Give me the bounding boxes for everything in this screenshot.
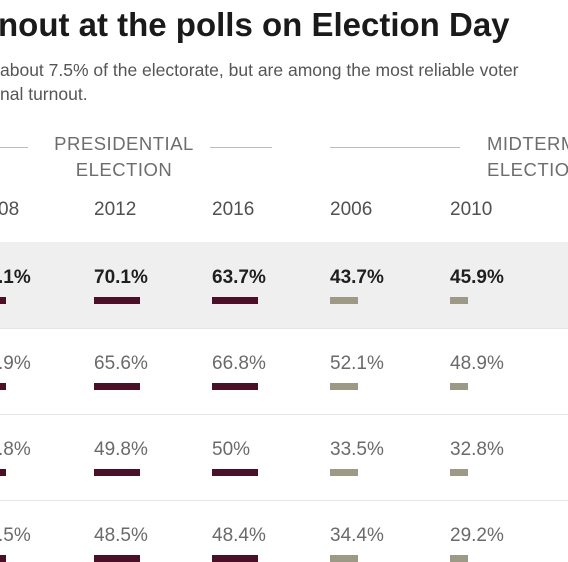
turnout-bar-r2-c0 [0, 469, 6, 476]
value-label-r2-c1: 49.8% [94, 439, 148, 460]
presidential-group-label: PRESIDENTIAL ELECTION [53, 131, 195, 183]
value-label-r3-c0: .5% [0, 525, 31, 546]
value-label-r2-c4: 32.8% [450, 439, 504, 460]
value-label-r1-c2: 66.8% [212, 353, 266, 374]
year-header-2: 2016 [212, 199, 255, 220]
row-divider [0, 328, 568, 329]
turnout-bar-r3-c3 [330, 555, 358, 562]
subtitle-line-1: about 7.5% of the electorate, but are am… [0, 60, 519, 80]
year-header-1: 2012 [94, 199, 137, 220]
turnout-bar-r0-c2 [212, 297, 258, 304]
turnout-bar-r1-c3 [330, 383, 358, 390]
year-header-0: 08 [0, 199, 20, 220]
turnout-bar-r0-c4 [450, 297, 468, 304]
value-label-r1-c4: 48.9% [450, 353, 504, 374]
turnout-bar-r3-c4 [450, 555, 468, 562]
presidential-rule-left [0, 147, 28, 148]
value-label-r2-c3: 33.5% [330, 439, 384, 460]
value-label-r3-c4: 29.2% [450, 525, 504, 546]
turnout-bar-r1-c0 [0, 383, 6, 390]
turnout-bar-r2-c2 [212, 469, 258, 476]
value-label-r0-c3: 43.7% [330, 267, 384, 288]
turnout-bar-r2-c1 [94, 469, 140, 476]
turnout-bar-r2-c3 [330, 469, 358, 476]
value-label-r1-c0: .9% [0, 353, 31, 374]
turnout-bar-r1-c2 [212, 383, 258, 390]
value-label-r1-c3: 52.1% [330, 353, 384, 374]
row-divider [0, 500, 568, 501]
turnout-bar-r3-c1 [94, 555, 140, 562]
presidential-label-line1: PRESIDENTIAL [54, 133, 194, 154]
value-label-r0-c4: 45.9% [450, 267, 504, 288]
turnout-bar-r3-c2 [212, 555, 258, 562]
turnout-bar-r0-c3 [330, 297, 358, 304]
turnout-bar-r0-c0 [0, 297, 6, 304]
midterm-group-label: MIDTERM ELECTIO [487, 131, 568, 183]
year-header-3: 2006 [330, 199, 373, 220]
highlight-row-band [0, 242, 568, 328]
value-label-r3-c2: 48.4% [212, 525, 266, 546]
turnout-bar-r3-c0 [0, 555, 6, 562]
midterm-label-line2: ELECTIO [487, 159, 568, 180]
value-label-r0-c2: 63.7% [212, 267, 266, 288]
subtitle-line-2: nal turnout. [0, 84, 88, 104]
presidential-label-line2: ELECTION [75, 159, 173, 180]
value-label-r0-c1: 70.1% [94, 267, 148, 288]
value-label-r3-c1: 48.5% [94, 525, 148, 546]
midterm-label-line1: MIDTERM [487, 133, 568, 154]
turnout-bar-r2-c4 [450, 469, 468, 476]
value-label-r3-c3: 34.4% [330, 525, 384, 546]
chart-title: nout at the polls on Election Day [0, 6, 510, 43]
turnout-bar-r0-c1 [94, 297, 140, 304]
turnout-bar-r1-c4 [450, 383, 468, 390]
midterm-rule-left [330, 147, 460, 148]
presidential-rule-right [210, 147, 272, 148]
row-divider [0, 414, 568, 415]
year-header-4: 2010 [450, 199, 493, 220]
turnout-bar-r1-c1 [94, 383, 140, 390]
value-label-r2-c0: .8% [0, 439, 31, 460]
value-label-r0-c0: .1% [0, 267, 31, 288]
value-label-r2-c2: 50% [212, 439, 251, 460]
value-label-r1-c1: 65.6% [94, 353, 148, 374]
